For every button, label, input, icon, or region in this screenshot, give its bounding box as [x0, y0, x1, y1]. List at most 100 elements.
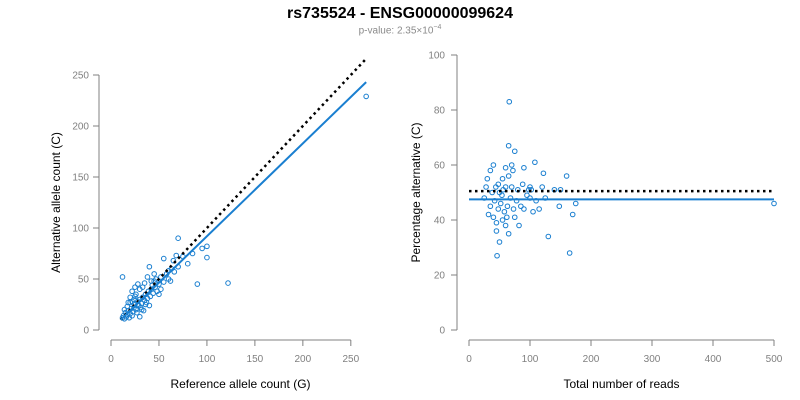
data-point — [148, 278, 155, 284]
data-point — [521, 206, 527, 212]
data-point — [494, 252, 500, 259]
data-point — [146, 263, 153, 270]
data-point — [519, 181, 526, 188]
x-tick-label: 300 — [644, 354, 661, 365]
data-point — [485, 211, 492, 218]
x-tick-label: 100 — [199, 354, 216, 365]
data-point — [184, 260, 191, 267]
data-point — [511, 214, 518, 221]
data-point — [125, 299, 132, 306]
data-point — [527, 184, 533, 190]
data-point — [156, 291, 162, 298]
x-tick-label: 0 — [466, 354, 472, 365]
y-tick-label: 40 — [434, 216, 446, 227]
y-tick-label: 150 — [72, 173, 89, 184]
data-point — [151, 271, 157, 277]
data-point — [497, 200, 504, 207]
data-point — [160, 279, 167, 285]
x-tick-label: 150 — [247, 354, 264, 365]
data-point — [133, 306, 139, 313]
y-tick-label: 200 — [72, 122, 89, 133]
data-point — [490, 162, 497, 168]
x-tick-label: 400 — [705, 354, 722, 365]
data-point — [138, 306, 145, 313]
chart-subtitle: p-value: 2.35×10−4 — [0, 24, 800, 36]
data-point — [525, 186, 532, 193]
data-point — [194, 281, 201, 287]
data-point — [484, 175, 491, 182]
data-point — [502, 164, 509, 171]
data-point — [539, 184, 546, 190]
y-tick-label: 250 — [72, 71, 89, 82]
data-point — [563, 173, 570, 179]
data-point — [147, 293, 154, 300]
data-point — [129, 288, 135, 295]
y-tick-label: 80 — [434, 106, 446, 117]
data-point — [121, 306, 128, 313]
data-point — [489, 189, 495, 196]
y-tick-label: 100 — [428, 51, 445, 62]
y-tick-label: 0 — [83, 326, 89, 337]
data-point — [134, 309, 140, 316]
data-point — [495, 181, 502, 188]
y-tick-label: 60 — [434, 161, 446, 172]
y-tick-label: 100 — [72, 224, 89, 235]
data-point — [132, 284, 138, 290]
data-point — [510, 206, 517, 212]
data-point — [483, 184, 489, 190]
data-point — [504, 203, 511, 210]
x-tick-label: 250 — [342, 354, 359, 365]
data-point — [530, 208, 536, 215]
data-point — [158, 274, 164, 280]
x-tick-label: 100 — [522, 354, 539, 365]
x-axis-label: Total number of reads — [563, 377, 679, 391]
data-point — [142, 301, 149, 308]
subtitle-exponent: −4 — [433, 24, 442, 31]
data-point — [508, 184, 515, 190]
data-point — [505, 173, 512, 179]
data-point — [499, 192, 505, 199]
chart-panel-right: 0 100 200 300 400 500 0 20 40 60 80 100 Total number… — [409, 51, 783, 392]
data-point — [501, 208, 508, 215]
data-point — [204, 243, 210, 250]
x-tick-label: 500 — [766, 354, 783, 365]
fit-line — [119, 81, 367, 321]
data-point — [510, 167, 516, 174]
data-point — [566, 250, 573, 256]
data-point — [508, 162, 515, 168]
data-point — [569, 211, 576, 218]
data-point — [572, 200, 579, 207]
data-point — [204, 254, 210, 261]
data-point — [521, 164, 527, 171]
data-point — [146, 302, 153, 309]
chart-title: rs735524 - ENSG00000099624 — [287, 5, 513, 22]
data-point — [556, 203, 563, 210]
data-point — [175, 235, 181, 241]
x-tick-label: 0 — [108, 354, 114, 365]
data-point — [135, 281, 141, 287]
x-tick-label: 50 — [153, 354, 165, 365]
data-point — [493, 228, 500, 234]
data-point — [536, 206, 542, 212]
data-point — [495, 206, 502, 212]
data-point — [170, 257, 177, 264]
data-point — [499, 175, 506, 182]
data-point — [506, 98, 513, 105]
data-point — [511, 148, 518, 155]
data-point — [487, 167, 494, 174]
x-tick-label: 200 — [583, 354, 600, 365]
data-point — [158, 286, 164, 293]
x-axis-label: Reference allele count (G) — [170, 377, 310, 391]
y-tick-label: 20 — [434, 271, 446, 282]
subtitle-pvalue: p-value: 2.35×10 — [358, 25, 434, 37]
data-point — [171, 269, 178, 275]
x-tick-label: 200 — [295, 354, 312, 365]
y-tick-label: 50 — [78, 275, 90, 286]
data-point — [516, 222, 522, 229]
data-point — [505, 230, 512, 237]
data-point — [504, 214, 510, 221]
data-point — [199, 245, 205, 252]
data-point — [490, 214, 497, 221]
y-tick-label: 0 — [439, 326, 445, 337]
